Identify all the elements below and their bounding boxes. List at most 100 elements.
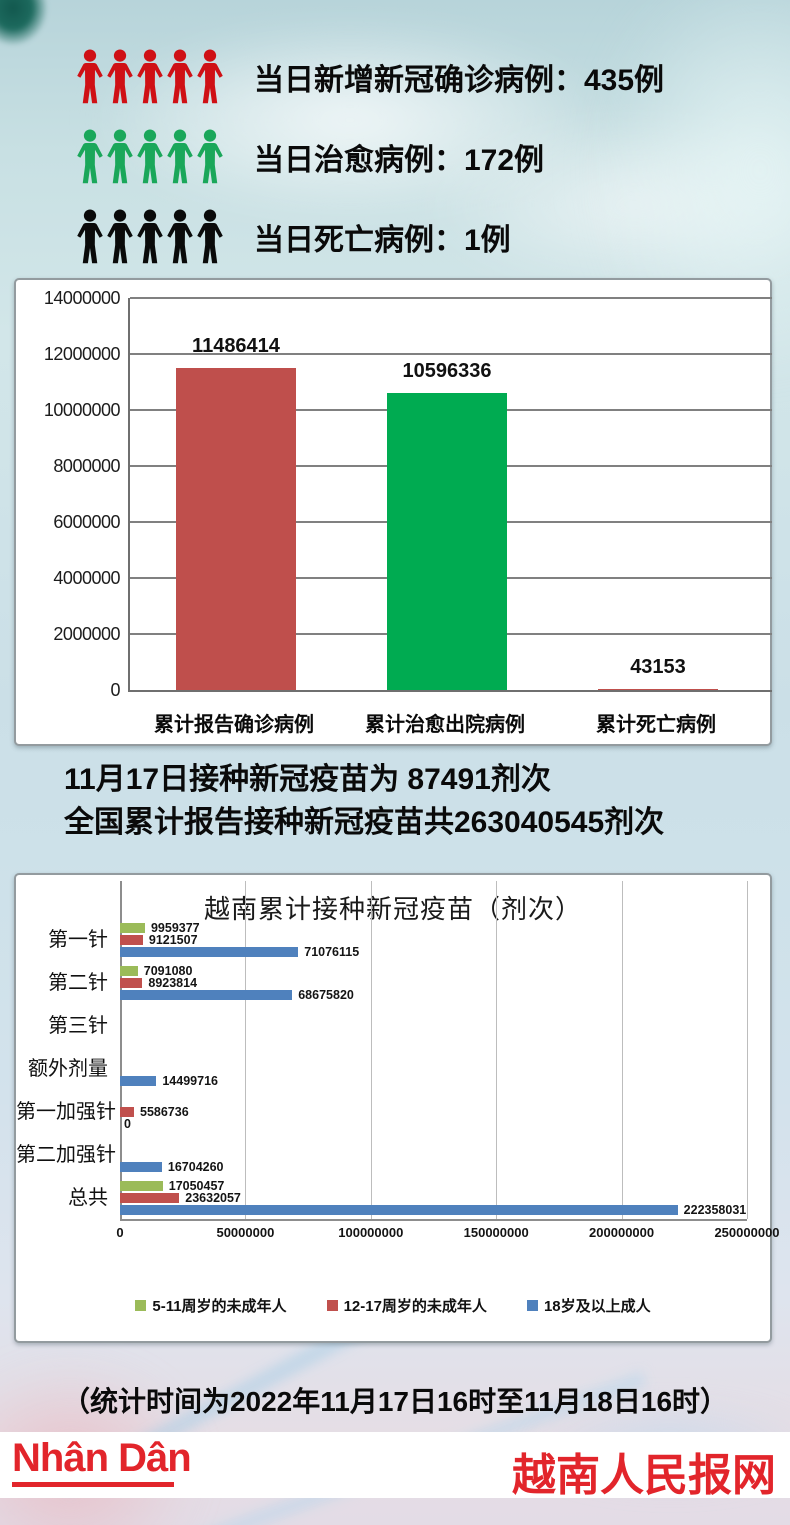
bar-value-label: 71076115: [304, 945, 360, 959]
bar-value-label: 9121507: [148, 933, 198, 947]
person-icon: [136, 206, 164, 268]
x-axis-tick-label: 50000000: [216, 1225, 275, 1240]
person-icon: [166, 206, 194, 268]
x-axis-tick-label: 0: [116, 1225, 124, 1240]
legend-label: 5-11周岁的未成年人: [152, 1298, 287, 1315]
legend-label: 18岁及以上成人: [543, 1298, 651, 1315]
bar-value-label: 9959377: [150, 921, 200, 935]
y-axis-tick-label: 10000000: [43, 400, 121, 420]
bar-value-label: 14499716: [162, 1074, 218, 1088]
bar-5-11周岁的未成年人: [120, 1181, 163, 1191]
daily-stats-section: 当日新增新冠确诊病例：435例 当日治愈病例：172例 当日死亡病例：1例: [76, 42, 664, 282]
bar-value-label: 7091080: [143, 964, 193, 978]
bar-18岁及以上成人: [120, 1205, 678, 1215]
chart2-title: 越南累计接种新冠疫苗（剂次）: [203, 895, 582, 924]
bar-18岁及以上成人: [120, 1162, 162, 1172]
legend-swatch: [135, 1300, 147, 1311]
stat-row-new-confirmed: 当日新增新冠确诊病例：435例: [76, 42, 664, 112]
y-axis-tick-label: 6000000: [53, 512, 120, 532]
bar-value-label: 68675820: [298, 988, 354, 1002]
person-icon: [76, 126, 104, 188]
bar-value-label: 8923814: [148, 976, 198, 990]
chart2-legend: 5-11周岁的未成年人 12-17周岁的未成年人 18岁及以上成人: [16, 1295, 770, 1316]
bar-5-11周岁的未成年人: [120, 966, 138, 976]
legend-item: 12-17周岁的未成年人: [326, 1295, 487, 1316]
bar-value-label: 10596336: [402, 360, 492, 383]
person-icon: [196, 126, 224, 188]
deaths-label: 当日死亡病例：1例: [254, 224, 511, 257]
legend-item: 5-11周岁的未成年人: [135, 1295, 287, 1316]
bar-value-label: 16704260: [167, 1160, 224, 1174]
x-axis-tick-label: 150000000: [463, 1225, 529, 1240]
y-axis-tick-label: 12000000: [43, 344, 121, 364]
gridline: [621, 881, 623, 1219]
people-icons-black: [76, 206, 228, 268]
footer-band: Nhân Dân 越南人民报网: [0, 1432, 790, 1500]
x-axis-tick-label: 250000000: [714, 1225, 780, 1240]
cured-label: 当日治愈病例：172例: [254, 144, 545, 177]
nhandan-logo-underline: [12, 1482, 174, 1487]
new-confirmed-label: 当日新增新冠确诊病例：435例: [254, 64, 665, 97]
y-axis-tick-label: 0: [110, 680, 120, 700]
person-icon: [106, 206, 134, 268]
person-icon: [166, 46, 194, 108]
y-axis-tick-label: 2000000: [53, 624, 120, 644]
bar-18岁及以上成人: [120, 990, 293, 1000]
person-icon: [76, 46, 104, 108]
bar-5-11周岁的未成年人: [120, 923, 145, 933]
legend-swatch: [526, 1300, 538, 1311]
bar-12-17周岁的未成年人: [120, 1107, 134, 1117]
person-icon: [196, 46, 224, 108]
person-icon: [76, 206, 104, 268]
bar-2: [598, 688, 718, 690]
gridline: [130, 297, 772, 299]
gridline: [120, 881, 122, 1219]
bar-0: [176, 368, 296, 690]
bar-value-label: 5586736: [140, 1105, 189, 1119]
person-icon: [166, 126, 194, 188]
bar-12-17周岁的未成年人: [120, 978, 143, 988]
category-label: 第一加强针: [16, 1101, 116, 1123]
y-axis-tick-label: 8000000: [53, 456, 120, 476]
chart2-x-axis-line: [120, 1219, 747, 1221]
person-icon: [106, 126, 134, 188]
gridline: [370, 881, 372, 1219]
virus-blob-decoration: [0, 0, 48, 46]
category-label: 第二加强针: [16, 1144, 116, 1166]
bar-value-label: 23632057: [185, 1191, 241, 1205]
category-label: 第一针: [48, 929, 108, 951]
people-icons-green: [76, 126, 228, 188]
y-axis-tick-label: 4000000: [53, 568, 120, 588]
person-icon: [196, 206, 224, 268]
vaccine-summary-text: 11月17日接种新冠疫苗为 87491剂次 全国累计报告接种新冠疫苗共26304…: [64, 758, 664, 844]
bar-18岁及以上成人: [120, 947, 299, 957]
people-icons-red: [76, 46, 228, 108]
nhandan-logo: Nhân Dân: [12, 1436, 192, 1480]
chart2-plot-area: [120, 881, 748, 1219]
legend-swatch: [326, 1300, 338, 1311]
vaccination-chart-panel: 越南累计接种新冠疫苗（剂次） 9959377 9121507 71076115 709…: [14, 873, 780, 1343]
gridline: [130, 353, 772, 355]
gridline: [747, 881, 748, 1219]
x-category-label: 累计报告确诊病例: [154, 714, 314, 736]
x-category-label: 累计死亡病例: [596, 714, 716, 736]
category-label: 额外剂量: [28, 1058, 108, 1080]
bar-value-label: 43153: [630, 655, 686, 678]
person-icon: [136, 126, 164, 188]
bar-value-label: 0: [124, 1117, 131, 1131]
gridline: [245, 881, 247, 1219]
legend-item: 18岁及以上成人: [526, 1295, 651, 1316]
bar-12-17周岁的未成年人: [120, 935, 143, 945]
person-icon: [106, 46, 134, 108]
bar-value-label: 11486414: [192, 335, 280, 358]
stat-row-deaths: 当日死亡病例：1例: [76, 202, 664, 272]
category-label: 第三针: [48, 1015, 108, 1037]
statistics-period-note: （统计时间为2022年11月17日16时至11月18日16时）: [61, 1386, 729, 1417]
bar-value-label: 17050457: [168, 1179, 225, 1193]
x-axis-tick-label: 200000000: [589, 1225, 655, 1240]
category-label: 第二针: [48, 972, 108, 994]
x-axis-tick-label: 100000000: [338, 1225, 404, 1240]
bar-18岁及以上成人: [120, 1076, 157, 1086]
bar-1: [387, 393, 507, 690]
